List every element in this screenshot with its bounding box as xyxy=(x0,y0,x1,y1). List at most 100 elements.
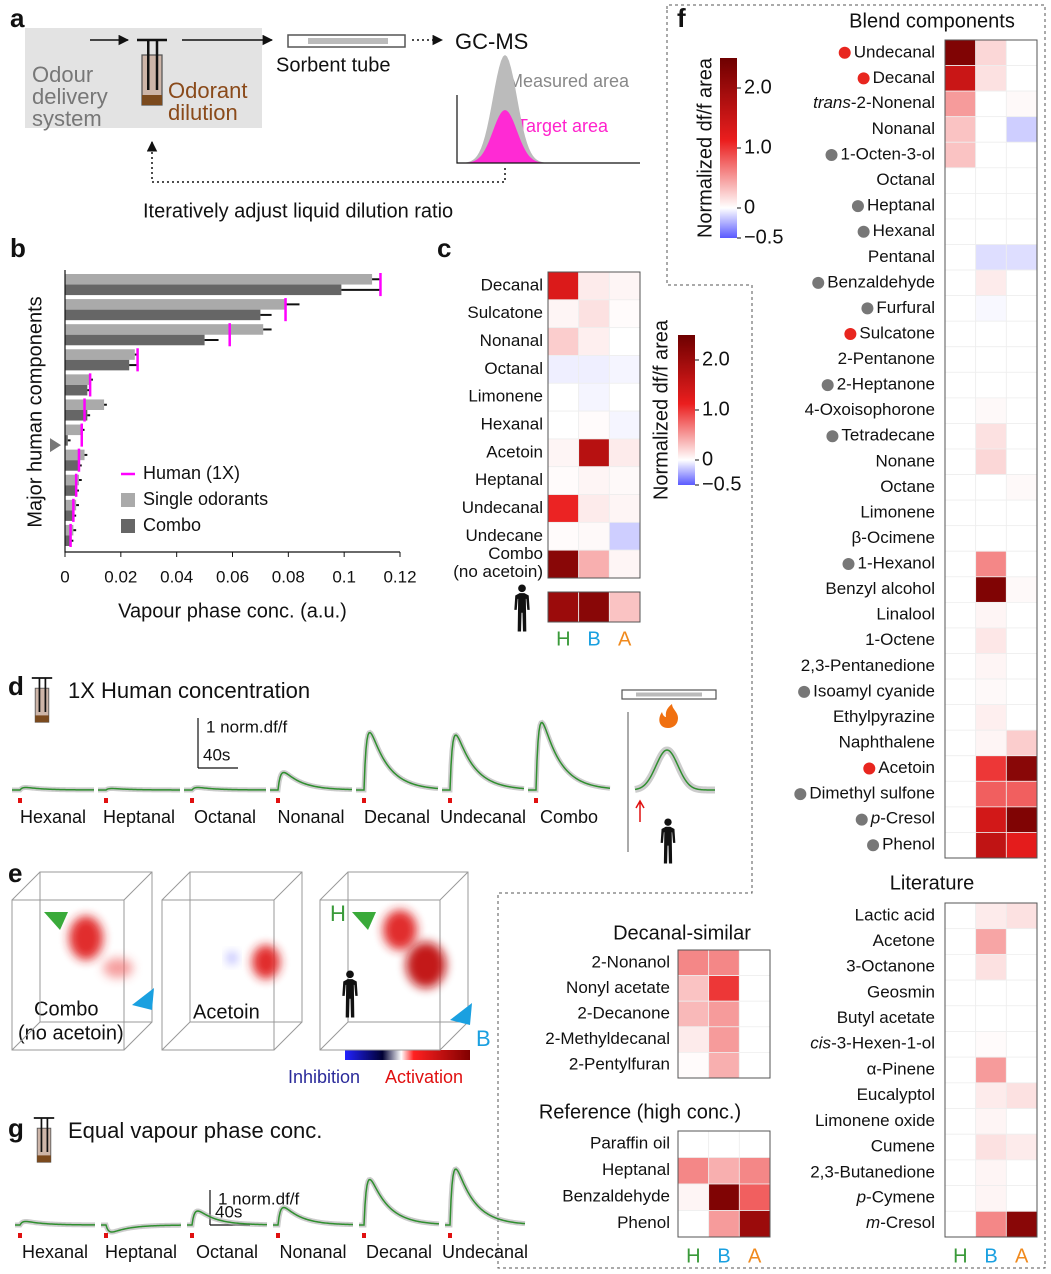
row-label: Naphthalene xyxy=(839,732,935,751)
column-label: B xyxy=(587,628,600,650)
trace xyxy=(184,786,267,791)
row-label-line: (no acetoin) xyxy=(453,563,543,582)
dilution-label: dilution xyxy=(168,100,238,125)
row-label: 1-Hexanol xyxy=(858,554,936,573)
bar xyxy=(65,324,264,335)
heatmap-cell xyxy=(944,320,977,348)
heatmap-cell xyxy=(1005,244,1038,271)
panel-label: c xyxy=(437,233,451,263)
heatmap-cell xyxy=(944,525,977,552)
row-label: 2-Methyldecanal xyxy=(545,1029,670,1048)
vial-icon xyxy=(137,38,167,106)
row-label: Octanal xyxy=(876,170,935,189)
row-dot xyxy=(798,685,811,698)
row-label: Nonanal xyxy=(480,331,543,350)
heatmap-cell xyxy=(944,704,977,731)
heatmap-cell xyxy=(578,327,610,356)
heatmap-cell xyxy=(944,346,977,373)
heatmap-cell xyxy=(975,269,1007,297)
heatmap-title: Reference (high conc.) xyxy=(539,1101,741,1123)
row-label: Acetoin xyxy=(878,758,935,777)
trace xyxy=(15,1220,95,1226)
bar xyxy=(65,384,88,396)
column-label: H xyxy=(556,628,570,650)
row-label: Undecanal xyxy=(854,42,935,61)
row-label: Tetradecane xyxy=(841,426,935,445)
heatmap-cell xyxy=(944,1108,977,1135)
row-dot xyxy=(842,558,855,571)
heatmap-cell xyxy=(944,1056,977,1084)
brain-label: H xyxy=(330,901,346,926)
heatmap-cell xyxy=(547,521,580,551)
stimulus-mark xyxy=(276,1233,280,1238)
sorbent-label: Sorbent tube xyxy=(276,54,391,76)
delivery-label: delivery xyxy=(32,84,108,109)
vial-icon xyxy=(31,677,53,723)
vial-liquid xyxy=(37,1155,51,1163)
row-label: 3-Octanone xyxy=(846,957,935,976)
column-label: A xyxy=(748,1245,762,1267)
trace xyxy=(442,734,525,791)
panel-label: e xyxy=(8,858,22,888)
heatmap-cell xyxy=(708,1130,740,1158)
trace-label: Decanal xyxy=(364,807,430,827)
heatmap-cell xyxy=(944,755,977,782)
heatmap-cell xyxy=(975,1005,1007,1032)
heatmap-cell xyxy=(944,928,977,955)
vial-needle xyxy=(31,677,53,713)
heatmap-cell xyxy=(1005,141,1038,169)
heatmap-cell xyxy=(677,1130,710,1158)
row-label: Ethylpyrazine xyxy=(833,707,935,726)
heatmap-cell xyxy=(677,975,710,1002)
target-label: Target area xyxy=(517,116,609,136)
row-label: Sulcatone xyxy=(467,303,543,322)
stimulus-mark xyxy=(18,798,22,803)
column-label: A xyxy=(1015,1245,1029,1267)
heatmap-cell xyxy=(1005,1210,1038,1238)
heatmap-cell xyxy=(547,271,580,301)
activity-blob xyxy=(383,910,417,950)
heatmap-cell xyxy=(1005,902,1038,930)
heatmap-cell xyxy=(944,953,977,981)
time-bar-label: 40s xyxy=(215,1202,242,1221)
heatmap-cell xyxy=(1005,474,1038,501)
column-label: H xyxy=(686,1245,700,1267)
row-dot xyxy=(867,839,880,852)
row-label: Pentanal xyxy=(868,247,935,266)
activity-blob xyxy=(103,958,133,978)
trace-label: Hexanal xyxy=(22,1242,88,1262)
heatmap-cell xyxy=(975,550,1007,578)
heatmap-cell xyxy=(975,979,1007,1007)
row-dot xyxy=(825,149,838,162)
activity-blob xyxy=(406,942,446,988)
brain-label: Acetoin xyxy=(193,1001,260,1023)
heatmap-cell xyxy=(944,423,977,450)
colorbar-tick-label: −0.5 xyxy=(702,473,741,495)
heatmap-cell xyxy=(975,832,1007,859)
heatmap-cell xyxy=(975,1210,1007,1238)
stimulus-mark xyxy=(190,1233,194,1238)
row-label: 2-Nonanol xyxy=(592,952,670,971)
heatmap-cell xyxy=(1005,320,1038,348)
heatmap-cell xyxy=(1005,525,1038,552)
trace xyxy=(187,1210,268,1226)
heatmap-title: Literature xyxy=(890,872,975,894)
heatmap-cell xyxy=(975,755,1007,782)
row-label: Isoamyl cyanide xyxy=(813,681,935,700)
human-icon xyxy=(660,818,676,864)
heatmap-cell xyxy=(944,653,977,680)
heatmap-cell xyxy=(608,521,641,551)
heatmap-cell xyxy=(677,1026,710,1053)
heatmap-cell xyxy=(578,521,610,551)
bar xyxy=(65,274,373,285)
heatmap-cell xyxy=(578,382,610,412)
heatmap-cell xyxy=(944,1082,977,1109)
y-axis-label: Major human components xyxy=(24,296,46,527)
vial-icon xyxy=(33,1117,55,1163)
trace xyxy=(12,786,95,791)
heatmap-cell xyxy=(738,1210,771,1238)
colorbar-tick-label: 1.0 xyxy=(744,136,772,158)
heatmap-cell xyxy=(738,1000,771,1028)
row-label: p-Cymene xyxy=(856,1188,935,1207)
brain-label: (no acetoin) xyxy=(18,1022,124,1044)
